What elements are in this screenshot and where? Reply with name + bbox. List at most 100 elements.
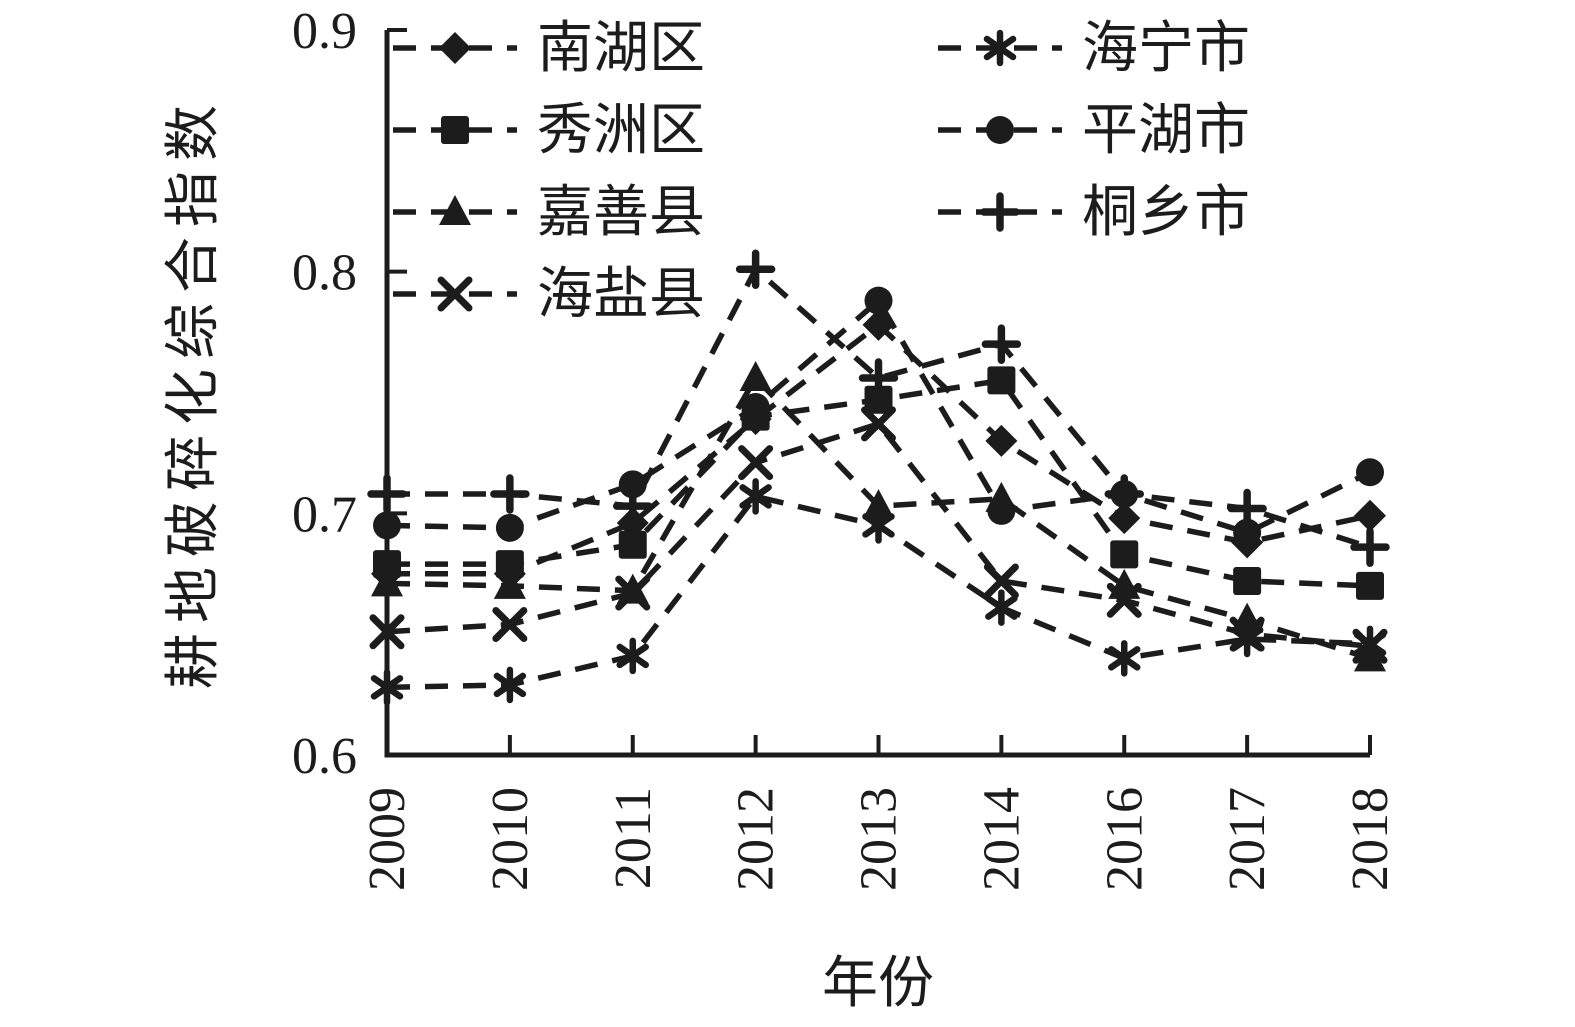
y-axis-title: 耕地破碎化综合指数	[163, 95, 225, 689]
asterisk-marker	[1230, 620, 1264, 658]
legend-label-tongxiang: 桐乡市	[1082, 182, 1250, 244]
x-axis-title: 年份	[822, 953, 934, 1015]
plus-marker	[980, 192, 1020, 232]
triangle-marker	[371, 566, 403, 597]
plus-marker	[858, 358, 899, 398]
asterisk-marker	[493, 666, 527, 704]
diamond-marker	[985, 424, 1018, 457]
asterisk-marker	[862, 507, 895, 544]
legend-label-haiyan: 海盐县	[537, 264, 705, 326]
series-nanhu	[371, 308, 1386, 590]
circle-marker	[618, 470, 647, 499]
legend-label-pinghu: 平湖市	[1082, 100, 1250, 162]
square-marker	[1356, 571, 1384, 600]
x-marker	[983, 563, 1019, 599]
legend-item-xiuzhou: 秀洲区	[393, 100, 705, 162]
x-tick-label: 2014	[973, 787, 1030, 891]
plus-marker	[490, 474, 530, 514]
x-tick-label: 2012	[728, 787, 785, 891]
circle-marker	[864, 286, 893, 315]
x-marker	[369, 614, 405, 650]
circle-marker	[495, 513, 524, 542]
plus-marker	[367, 474, 407, 514]
plus-marker	[1227, 488, 1267, 529]
diamond-marker	[1354, 499, 1386, 532]
legend-label-xiuzhou: 秀洲区	[537, 100, 705, 162]
y-tick-label: 0.9	[292, 3, 357, 60]
asterisk-marker	[1108, 640, 1141, 677]
legend-label-nanhu: 南湖区	[537, 18, 705, 80]
legend-item-haining: 海宁市	[938, 18, 1250, 80]
asterisk-marker	[983, 29, 1017, 67]
series-tongxiang-line	[387, 264, 1371, 550]
asterisk-marker	[739, 478, 772, 515]
triangle-marker	[862, 489, 895, 520]
series-pinghu-line	[386, 296, 1372, 536]
asterisk-marker	[370, 669, 404, 706]
triangle-marker	[1108, 568, 1141, 599]
x-tick-label: 2010	[482, 787, 539, 891]
square-marker	[441, 116, 469, 144]
asterisk-marker	[985, 589, 1018, 626]
square-marker	[618, 530, 647, 559]
plus-marker	[1104, 474, 1144, 514]
y-tick-label: 0.7	[292, 486, 357, 543]
asterisk-marker	[1353, 625, 1387, 663]
circle-marker	[1233, 518, 1262, 547]
square-marker	[1233, 567, 1262, 595]
legend-label-haining: 海宁市	[1082, 18, 1250, 80]
series-nanhu-markers	[371, 308, 1386, 590]
series-haining-markers	[370, 478, 1387, 706]
x-tick-label: 2016	[1096, 787, 1153, 891]
y-tick-label: 0.8	[292, 245, 357, 302]
series-pinghu-markers	[373, 286, 1384, 547]
triangle-marker	[493, 568, 526, 599]
diamond-marker	[439, 32, 471, 64]
plus-marker	[1350, 527, 1390, 567]
x-marker	[861, 406, 896, 442]
circle-marker	[986, 116, 1014, 144]
diamond-marker	[1108, 502, 1141, 535]
plus-marker	[735, 249, 776, 289]
square-marker	[864, 385, 893, 414]
circle-marker	[373, 511, 401, 540]
legend-item-pinghu: 平湖市	[938, 100, 1250, 162]
circle-marker	[1356, 458, 1384, 487]
series-haiyan-line	[386, 420, 1371, 649]
series-xiuzhou	[373, 366, 1384, 600]
y-tick-label: 0.6	[292, 728, 357, 785]
axes: 0.6 0.7 0.8 0.9 2009 2010 2011 2012 2013 2014 2016…	[292, 3, 1399, 891]
x-tick-label: 2017	[1219, 787, 1276, 891]
square-marker	[1110, 540, 1139, 569]
x-tick-label: 2018	[1342, 787, 1399, 891]
plus-marker	[613, 486, 653, 526]
series-xiuzhou-markers	[373, 366, 1384, 600]
data-series	[367, 249, 1390, 706]
x-tick-label: 2011	[605, 787, 662, 889]
triangle-marker	[739, 361, 772, 391]
legend-item-haiyan: 海盐县	[393, 264, 705, 326]
circle-marker	[741, 393, 770, 421]
square-marker	[495, 550, 524, 579]
x-marker	[492, 607, 528, 642]
series-tongxiang	[367, 249, 1390, 567]
x-tick-label: 2009	[359, 787, 416, 891]
legend-item-tongxiang: 桐乡市	[938, 182, 1250, 244]
series-pinghu	[373, 286, 1384, 547]
triangle-marker	[439, 195, 471, 225]
plus-marker	[981, 324, 1022, 364]
asterisk-marker	[616, 637, 649, 675]
x-marker	[615, 575, 651, 611]
series-haining	[370, 478, 1387, 706]
x-tick-label: 2013	[851, 787, 908, 891]
x-marker	[738, 445, 774, 481]
square-marker	[987, 366, 1016, 395]
x-marker	[437, 276, 473, 312]
circle-marker	[987, 496, 1016, 525]
legend-item-nanhu: 南湖区	[393, 18, 705, 80]
square-marker	[373, 550, 401, 579]
series-tongxiang-markers	[367, 249, 1390, 567]
